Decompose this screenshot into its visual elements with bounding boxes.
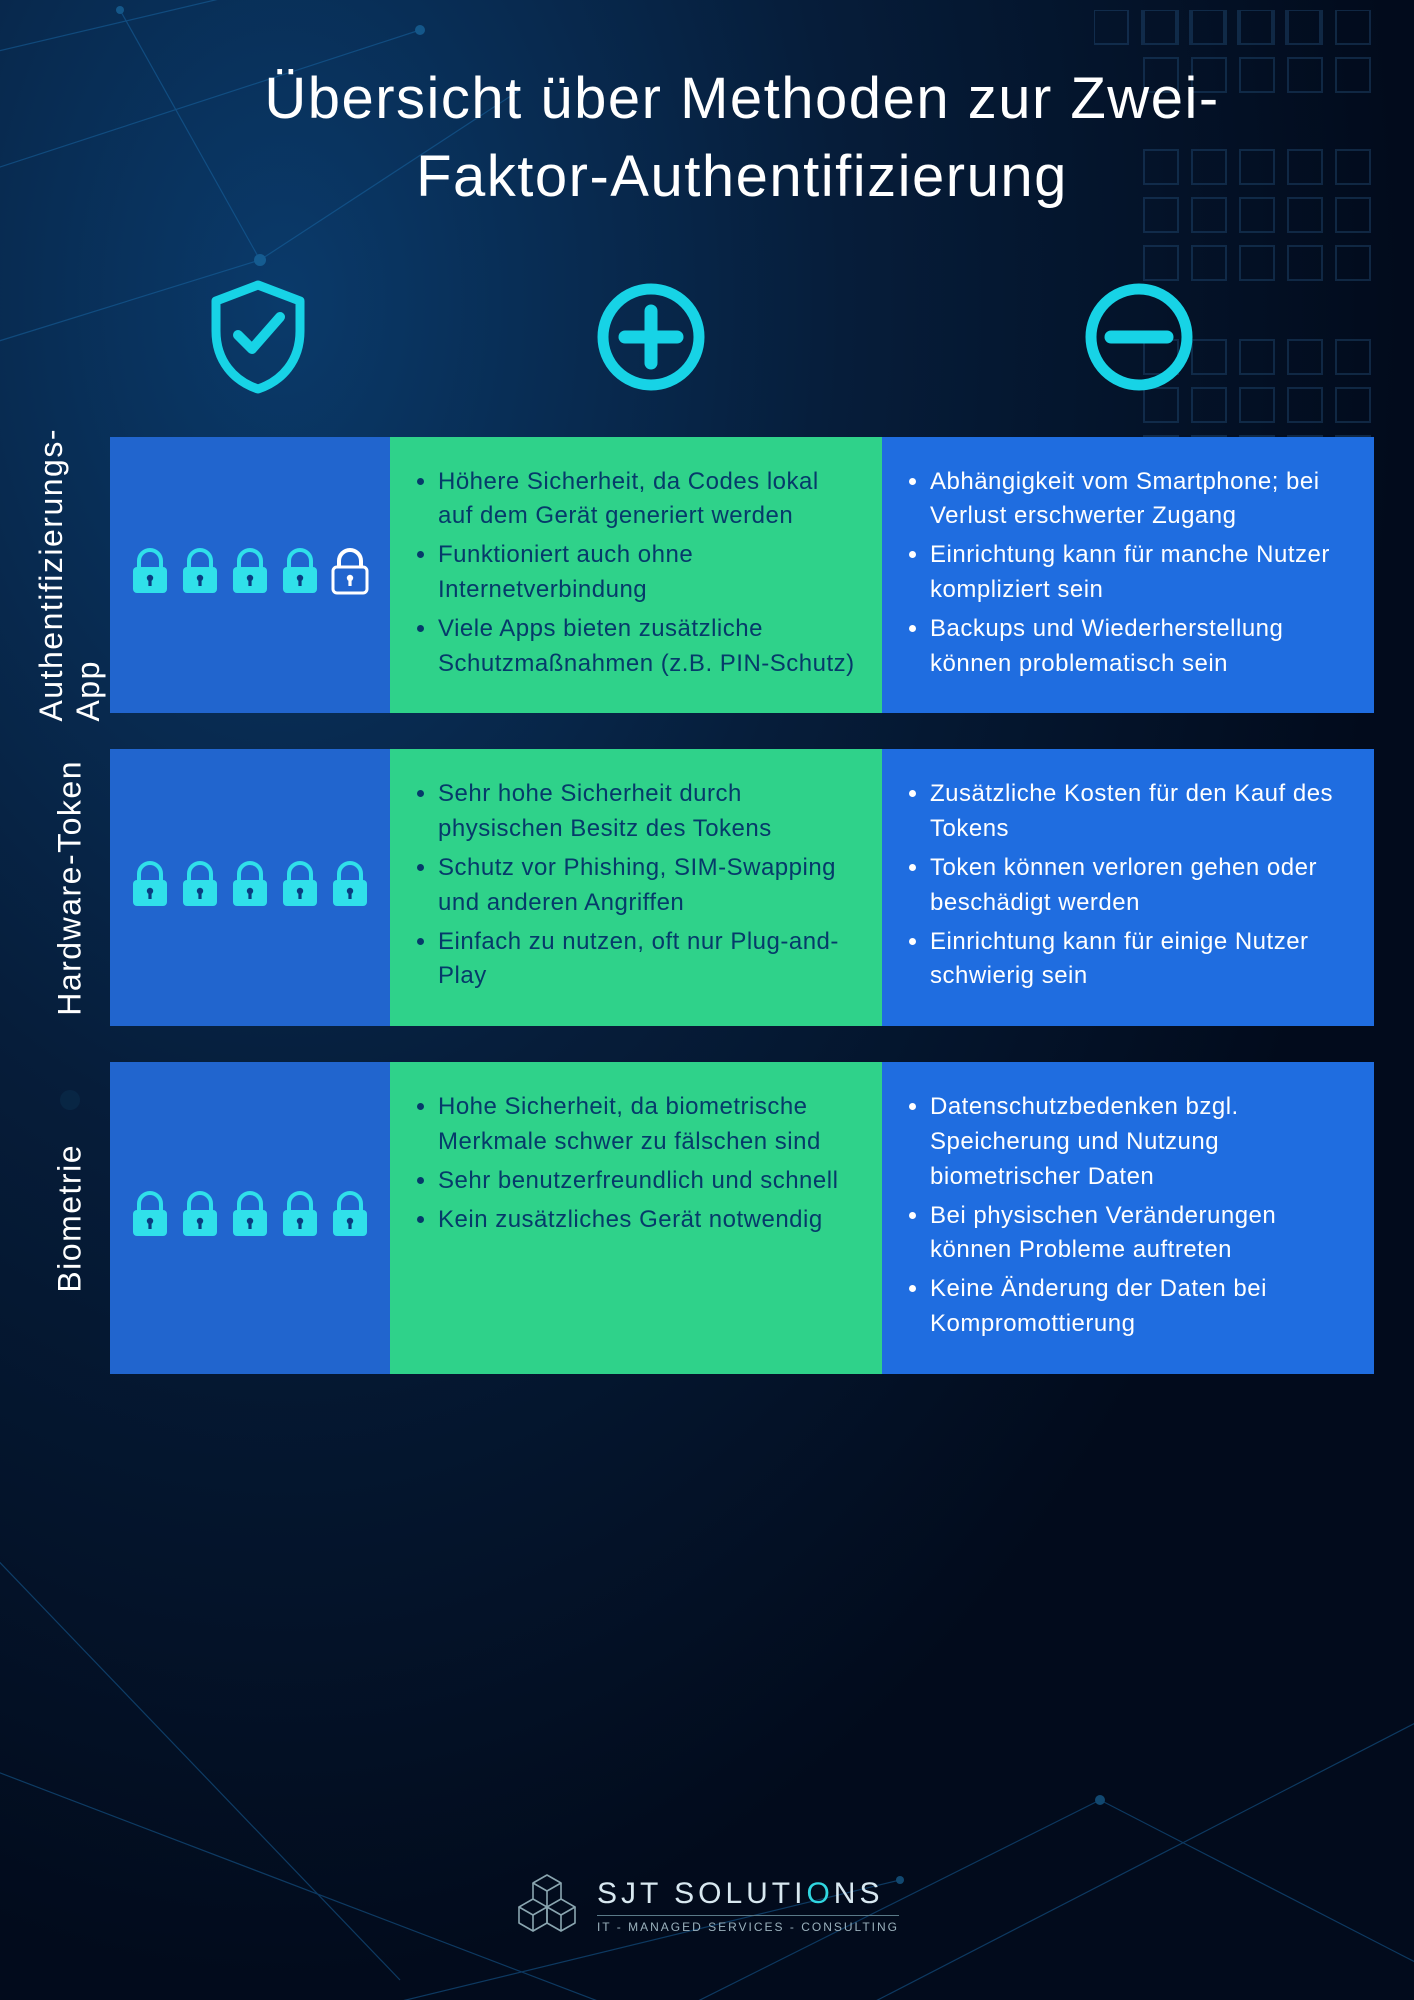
security-rating-cell [110, 749, 390, 1026]
footer-logo: SJT SOLUTIONS IT - MANAGED SERVICES - CO… [0, 1871, 1414, 1940]
method-row: Höhere Sicherheit, da Codes lokal auf de… [110, 437, 1374, 714]
pros-item: Schutz vor Phishing, SIM-Swapping und an… [438, 851, 858, 921]
pros-item: Höhere Sicherheit, da Codes lokal auf de… [438, 465, 858, 535]
cons-cell: Datenschutzbedenken bzgl. Speicherung un… [882, 1062, 1374, 1374]
security-rating-cell [110, 437, 390, 714]
pros-cell: Hohe Sicherheit, da biometrische Merkmal… [390, 1062, 882, 1374]
footer-tagline: IT - MANAGED SERVICES - CONSULTING [597, 1920, 899, 1934]
footer-divider [597, 1915, 899, 1916]
cons-item: Abhängigkeit vom Smartphone; bei Verlust… [930, 465, 1350, 535]
lock-icon [228, 547, 272, 602]
lock-icon [278, 1190, 322, 1245]
pros-item: Sehr hohe Sicherheit durch physischen Be… [438, 777, 858, 847]
lock-rating [128, 1190, 372, 1245]
lock-icon [128, 860, 172, 915]
lock-icon [278, 860, 322, 915]
column-header-icons [118, 277, 1374, 397]
header-plus-circle-icon [416, 277, 886, 397]
cons-item: Bei physischen Veränderungen können Prob… [930, 1199, 1350, 1269]
lock-icon [178, 860, 222, 915]
lock-icon [228, 1190, 272, 1245]
page-title: Übersicht über Methoden zur Zwei-Faktor-… [110, 60, 1374, 217]
cons-cell: Abhängigkeit vom Smartphone; bei Verlust… [882, 437, 1374, 714]
cons-item: Einrichtung kann für manche Nutzer kompl… [930, 538, 1350, 608]
method-row: Hohe Sicherheit, da biometrische Merkmal… [110, 1062, 1374, 1374]
cons-item: Backups und Wiederherstellung können pro… [930, 612, 1350, 682]
method-row: Sehr hohe Sicherheit durch physischen Be… [110, 749, 1374, 1026]
cons-item: Zusätzliche Kosten für den Kauf des Toke… [930, 777, 1350, 847]
pros-item: Sehr benutzerfreundlich und schnell [438, 1164, 858, 1199]
footer-company-name: SJT SOLUTIONS [597, 1877, 899, 1911]
pros-cell: Sehr hohe Sicherheit durch physischen Be… [390, 749, 882, 1026]
lock-icon [328, 860, 372, 915]
cons-item: Datenschutzbedenken bzgl. Speicherung un… [930, 1090, 1350, 1194]
pros-item: Hohe Sicherheit, da biometrische Merkmal… [438, 1090, 858, 1160]
lock-icon [228, 860, 272, 915]
cons-item: Einrichtung kann für einige Nutzer schwi… [930, 925, 1350, 995]
cons-item: Keine Änderung der Daten bei Kompromotti… [930, 1272, 1350, 1342]
lock-icon [278, 547, 322, 602]
lock-rating [128, 547, 372, 602]
logo-cubes-icon [515, 1871, 579, 1940]
cons-item: Token können verloren gehen oder beschäd… [930, 851, 1350, 921]
lock-icon [328, 547, 372, 602]
pros-item: Einfach zu nutzen, oft nur Plug-and-Play [438, 925, 858, 995]
header-shield-check-icon [118, 277, 398, 397]
lock-icon [128, 547, 172, 602]
lock-icon [328, 1190, 372, 1245]
pros-item: Funktioniert auch ohne Internetverbindun… [438, 538, 858, 608]
lock-icon [178, 1190, 222, 1245]
header-minus-circle-icon [904, 277, 1374, 397]
pros-cell: Höhere Sicherheit, da Codes lokal auf de… [390, 437, 882, 714]
pros-item: Kein zusätzliches Gerät notwendig [438, 1203, 858, 1238]
lock-icon [178, 547, 222, 602]
pros-item: Viele Apps bieten zusätzliche Schutzmaßn… [438, 612, 858, 682]
lock-icon [128, 1190, 172, 1245]
lock-rating [128, 860, 372, 915]
cons-cell: Zusätzliche Kosten für den Kauf des Toke… [882, 749, 1374, 1026]
security-rating-cell [110, 1062, 390, 1374]
